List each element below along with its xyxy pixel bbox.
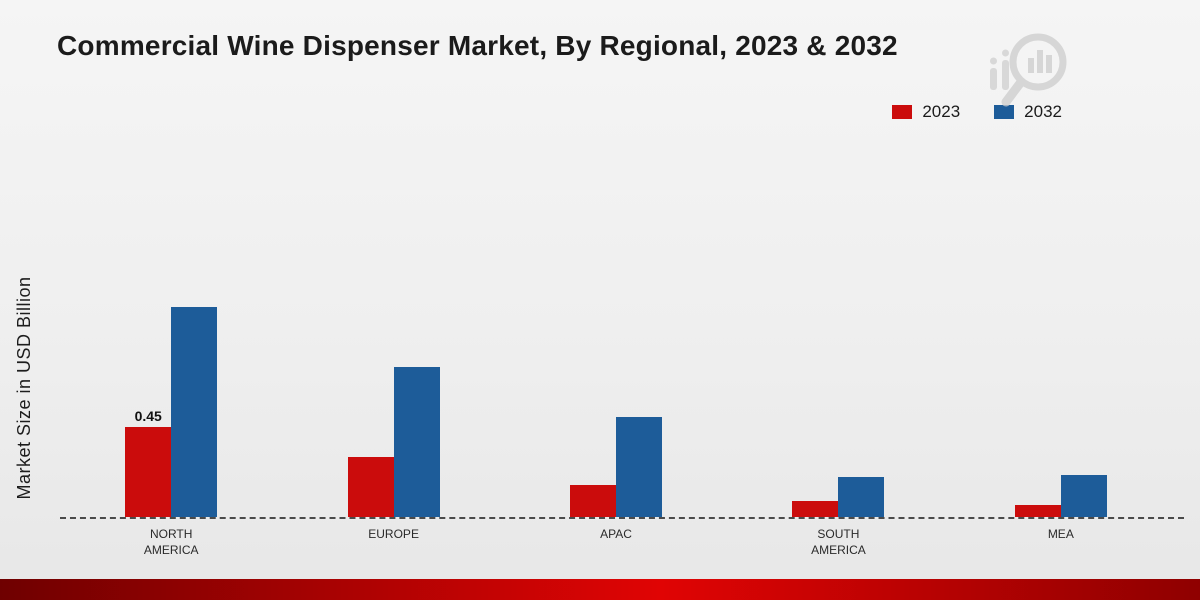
bar-2023-north-america: 0.45	[125, 408, 172, 517]
y-axis-label: Market Size in USD Billion	[14, 276, 34, 500]
bar-2023-mea	[1014, 505, 1061, 517]
legend-item-2032: 2032	[994, 102, 1062, 122]
legend-swatch-2032	[994, 105, 1015, 119]
bar-group-mea: MEA	[950, 300, 1172, 541]
chart-magnifier-logo-icon	[986, 28, 1072, 119]
legend-label-2032: 2032	[1024, 102, 1062, 121]
bar-2023-apac	[570, 485, 617, 517]
category-label-mea: MEA	[1047, 527, 1074, 541]
legend-item-2023: 2023	[892, 102, 960, 122]
bar-2032-europe	[393, 367, 440, 517]
bar-2032-mea	[1060, 475, 1107, 517]
x-axis-baseline	[60, 517, 1184, 519]
footer-bar	[0, 579, 1200, 600]
category-label-europe: EUROPE	[368, 527, 419, 541]
bar-group-europe: EUROPE	[282, 300, 504, 541]
legend-swatch-2023	[892, 105, 913, 119]
bar-2032-apac	[616, 417, 663, 517]
legend-label-2023: 2023	[922, 102, 961, 121]
bar-2023-south-america	[792, 501, 839, 517]
bar-group-apac: APAC	[505, 300, 727, 541]
bar-2032-south-america	[838, 477, 885, 517]
category-label-south-america: SOUTH AMERICA	[811, 527, 866, 558]
bar-value-label: 0.45	[134, 408, 162, 424]
bar-group-south-america: SOUTH AMERICA	[727, 300, 949, 557]
category-label-north-america: NORTH AMERICA	[143, 527, 199, 558]
bar-2023-europe	[347, 457, 394, 517]
chart-title: Commercial Wine Dispenser Market, By Reg…	[57, 30, 898, 61]
plot-area: 0.45 NORTH AMERICA EUROPE APAC SOUTH AMERICA…	[60, 300, 1172, 557]
bar-group-north-america: 0.45 NORTH AMERICA	[60, 300, 282, 557]
category-label-apac: APAC	[600, 527, 632, 541]
bar-2032-north-america	[171, 307, 218, 517]
legend: 2023 2032	[892, 102, 1062, 122]
